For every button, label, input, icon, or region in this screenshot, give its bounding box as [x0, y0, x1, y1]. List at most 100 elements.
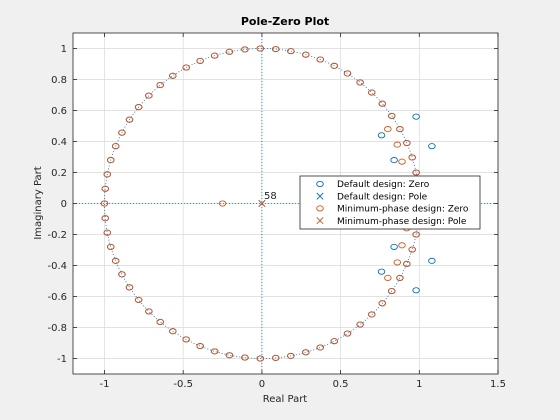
default-design-zero-point	[390, 157, 398, 164]
legend: Default design: Zero Default design: Pole…	[299, 175, 481, 230]
y-tick-label: -0.8	[47, 323, 67, 334]
minimum-phase-design-zero-point	[225, 352, 234, 359]
minimum-phase-design-zero-point	[256, 45, 265, 52]
minimum-phase-design-zero-point	[241, 354, 249, 361]
minimum-phase-design-zero-point	[256, 355, 265, 362]
minimum-phase-design-zero-point	[156, 318, 164, 325]
minimum-phase-design-zero-point	[118, 271, 126, 278]
legend-label-minimum-phase-design-zero: Minimum-phase design: Zero	[337, 205, 469, 215]
minimum-phase-design-zero-point	[302, 51, 310, 58]
x-tick-label: 0.5	[333, 379, 349, 390]
minimum-phase-design-zero-point	[412, 169, 420, 176]
minimum-phase-design-zero-point	[111, 257, 120, 264]
legend-marker-minimum-phase-design-pole	[316, 217, 324, 225]
grid-lines	[73, 33, 499, 374]
default-design-zero-point	[428, 143, 436, 150]
minimum-phase-design-zero-point	[302, 349, 310, 356]
minimum-phase-design-zero-point	[378, 100, 387, 107]
minimum-phase-design-zero-point	[101, 185, 110, 192]
minimum-phase-design-zero-point	[241, 46, 249, 53]
x-tick-label: 1.5	[490, 379, 506, 390]
legend-label-default-design-zero: Default design: Zero	[337, 180, 430, 190]
minimum-phase-design-zero-point	[408, 154, 416, 161]
minimum-phase-design-zero-point	[225, 48, 234, 55]
minimum-phase-design-zero-point	[396, 274, 404, 281]
minimum-phase-design-zero-point	[403, 260, 411, 268]
minimum-phase-design-zero-point	[368, 311, 376, 318]
minimum-phase-design-zero-point	[408, 246, 416, 253]
minimum-phase-design-zero-point	[330, 62, 339, 69]
multiplicity-annotation: 58	[264, 191, 277, 202]
minimum-phase-design-zero-point	[210, 348, 219, 355]
minimum-phase-design-zero-point	[169, 72, 177, 79]
x-axis-label: Real Part	[263, 394, 308, 405]
minimum-phase-design-zero-point	[182, 336, 190, 343]
legend-box	[299, 175, 481, 230]
minimum-phase-design-zero-point	[388, 112, 396, 119]
minimum-phase-design-zero-point	[393, 141, 402, 148]
minimum-phase-design-zero-point	[134, 296, 143, 303]
legend-entries: Default design: Zero Default design: Pole…	[316, 180, 469, 227]
legend-marker-minimum-phase-design-zero	[316, 205, 324, 212]
minimum-phase-design-zero-point	[378, 300, 387, 307]
minimum-phase-design-zero-point	[103, 229, 112, 236]
minimum-phase-design-zero-point	[271, 46, 280, 53]
minimum-phase-design-zero-point	[287, 352, 295, 359]
minimum-phase-design-zero-point	[368, 89, 376, 96]
minimum-phase-design-zero-point	[393, 259, 402, 266]
minimum-phase-design-zero-point	[356, 79, 364, 86]
y-tick-label: 0.6	[51, 106, 67, 117]
minimum-phase-design-zero-point	[271, 354, 280, 361]
minimum-phase-design-zero-point	[125, 284, 134, 291]
minimum-phase-design-zero-point	[196, 57, 204, 64]
x-tick-label: 0	[259, 379, 265, 390]
minimum-phase-design-zero-point	[384, 126, 392, 133]
minimum-phase-design-zero-point	[343, 330, 352, 337]
minimum-phase-design-zero-point	[101, 215, 110, 222]
legend-label-default-design-pole: Default design: Pole	[337, 192, 428, 202]
minimum-phase-design-zero-point	[111, 143, 120, 150]
default-design-zero-point	[428, 257, 436, 264]
minimum-phase-design-zero-point	[156, 82, 164, 89]
tick-marks	[73, 33, 499, 374]
y-tick-label: 0.8	[51, 75, 67, 86]
minimum-phase-design-zero-point	[343, 70, 352, 77]
x-tick-label: -1	[99, 379, 109, 390]
default-design-zero-point	[377, 268, 386, 275]
minimum-phase-design-zero-point	[118, 129, 126, 136]
default-design-zero-point	[377, 132, 386, 139]
y-axis-label: Imaginary Part	[33, 166, 44, 239]
y-tick-label: 0.4	[51, 137, 67, 148]
minimum-phase-design-zero-point	[356, 321, 364, 328]
minimum-phase-design-zero-point	[145, 308, 153, 315]
minimum-phase-design-zero-point	[403, 139, 411, 147]
y-tick-label: -1	[57, 354, 67, 365]
minimum-phase-design-zero-point	[316, 56, 325, 63]
minimum-phase-design-zero-point	[396, 126, 404, 133]
x-tick-label: -0.5	[173, 379, 193, 390]
minimum-phase-design-zero-point	[218, 200, 227, 207]
y-tick-label: 0	[61, 199, 67, 210]
minimum-phase-design-zero-point	[384, 274, 392, 281]
minimum-phase-design-zero-point	[388, 288, 396, 295]
minimum-phase-design-zero-point	[100, 200, 109, 207]
x-tick-label: 1	[416, 379, 422, 390]
minimum-phase-design-zero-point	[398, 242, 406, 249]
y-tick-label: -0.4	[47, 261, 67, 272]
minimum-phase-design-zero-point	[134, 104, 143, 111]
minimum-phase-design-zero-point	[412, 231, 420, 238]
minimum-phase-design-zero-point	[330, 338, 339, 345]
y-tick-label: 1	[61, 44, 67, 55]
default-design-zero-point	[412, 287, 420, 294]
minimum-phase-design-zero-point	[287, 48, 295, 55]
x-tick-labels: -1 -0.5 0 0.5 1 1.5	[99, 379, 505, 390]
minimum-phase-design-zero-point	[398, 158, 406, 165]
y-tick-label: 0.2	[51, 168, 67, 179]
legend-marker-default-design-zero	[316, 180, 324, 188]
default-design-zero-point	[390, 243, 398, 250]
minimum-phase-design-zero-point	[196, 343, 204, 350]
minimum-phase-design-zero-point	[182, 64, 190, 71]
minimum-phase-design-zero-point	[103, 171, 112, 178]
minimum-phase-design-zero-point	[316, 344, 325, 351]
